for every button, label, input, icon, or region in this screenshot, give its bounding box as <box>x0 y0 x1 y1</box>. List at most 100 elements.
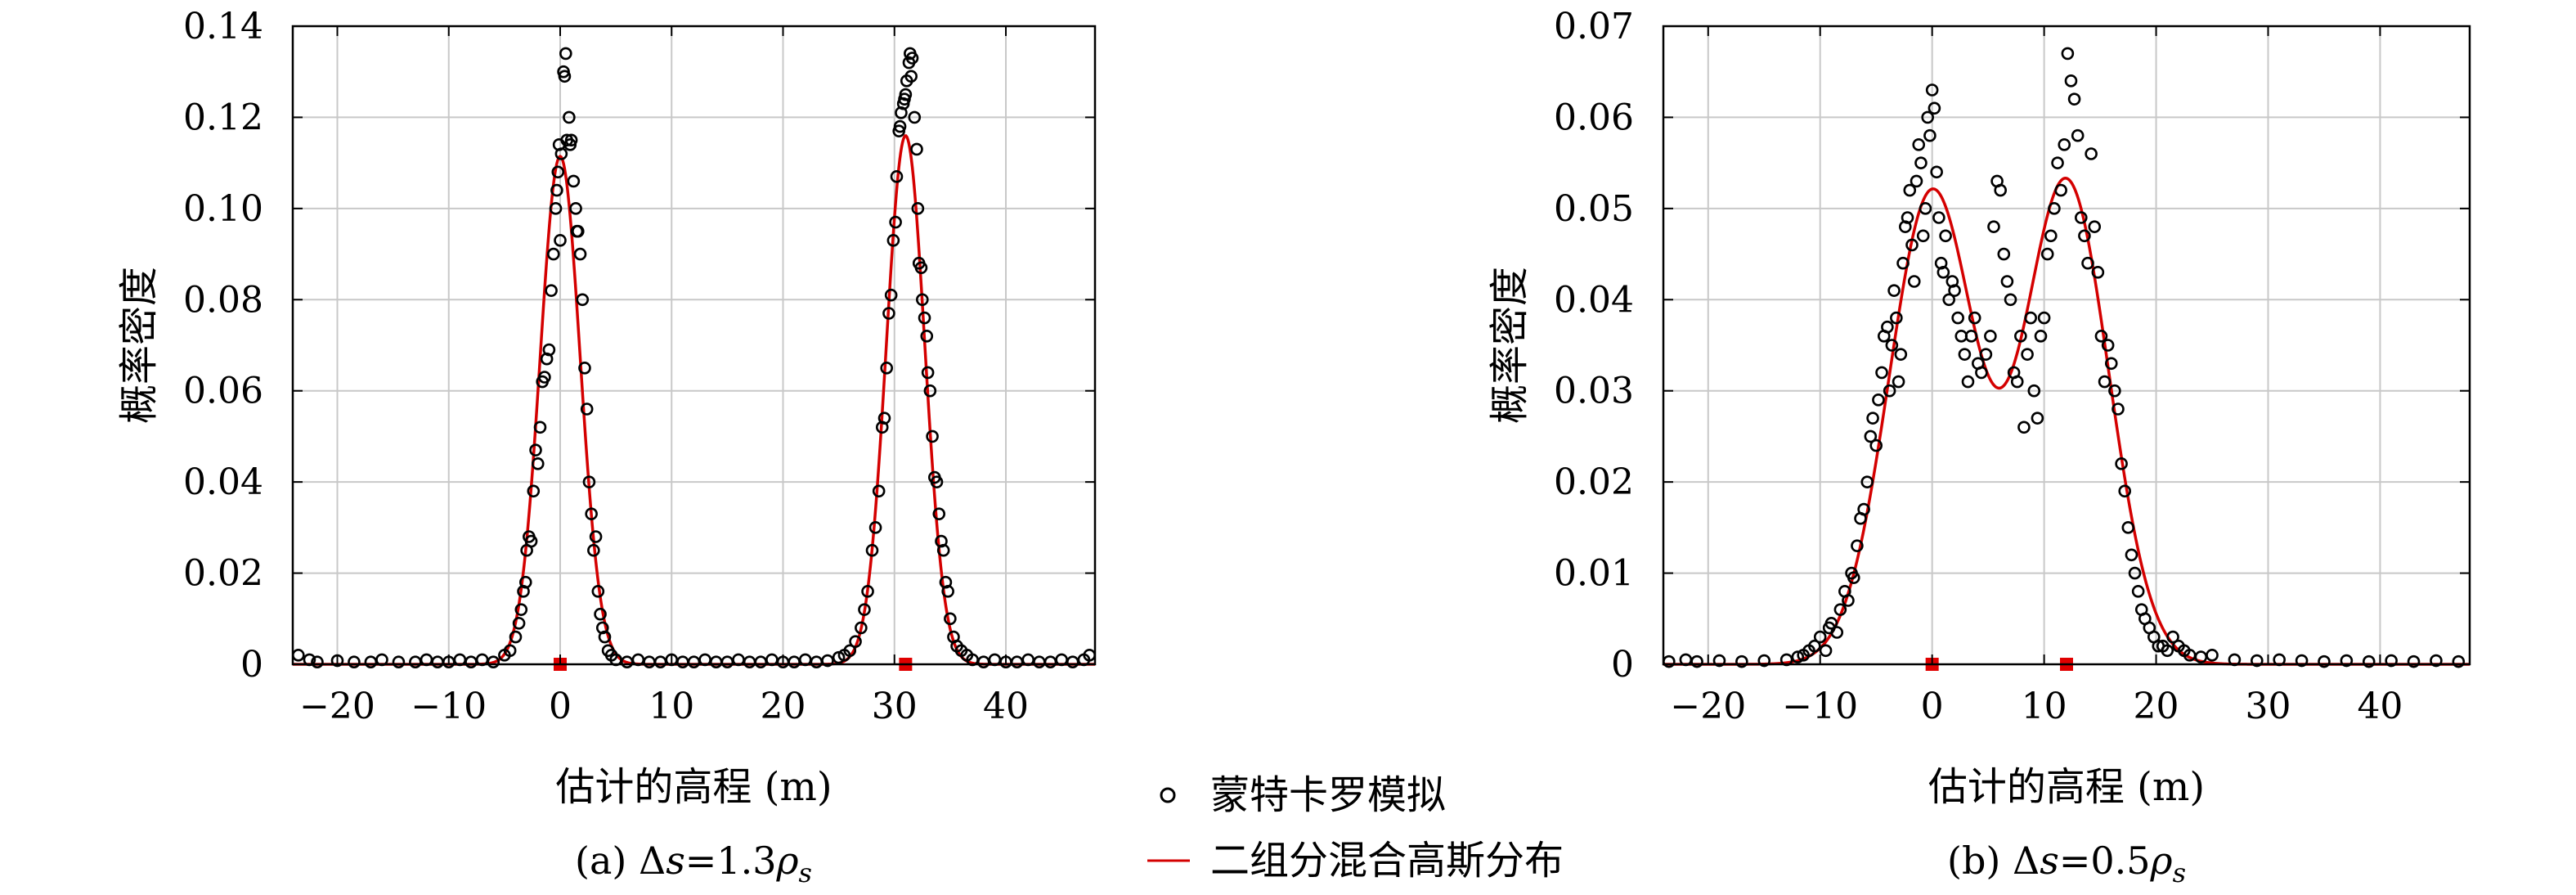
scatter-point <box>1925 83 1939 97</box>
scatter-point <box>563 110 576 124</box>
x-tick-label: 40 <box>983 686 1029 727</box>
scatter-point <box>487 655 500 669</box>
scatter-point <box>431 655 444 669</box>
y-tick-label: 0.12 <box>183 97 263 138</box>
scatter-point <box>1921 110 1934 124</box>
scatter-point <box>908 110 922 124</box>
scatter-point <box>503 644 517 658</box>
scatter-point <box>936 543 950 557</box>
scatter-point <box>1735 654 1748 668</box>
fit-curve-line <box>1663 177 2470 666</box>
scatter-point <box>1881 320 1894 334</box>
scatter-point <box>1936 266 1950 279</box>
scatter-point <box>1791 650 1805 663</box>
y-tick-label: 0 <box>240 644 263 686</box>
scatter-point <box>567 174 581 188</box>
scatter-point <box>2206 649 2219 662</box>
scatter-point <box>518 575 532 589</box>
scatter-point <box>559 47 572 61</box>
scatter-point <box>1712 654 1726 668</box>
scatter-point <box>2064 74 2078 88</box>
scatter-point <box>594 607 607 621</box>
scatter-point <box>524 534 538 548</box>
scatter-point <box>512 617 526 630</box>
fit-curve-a <box>293 134 1095 666</box>
scatter-point <box>2362 654 2376 668</box>
scatter-point <box>2091 266 2105 279</box>
scatter-point <box>2014 330 2027 343</box>
scatter-point <box>2027 384 2041 398</box>
scatter-point <box>1851 539 1864 552</box>
scatter-point <box>542 343 556 357</box>
legend: 蒙特卡罗模拟 二组分混合高斯分布 <box>1147 772 1564 884</box>
scatter-point <box>914 261 928 275</box>
scatter-point <box>1987 220 2000 233</box>
scatter-point <box>549 202 563 215</box>
scatter-point <box>904 70 918 83</box>
scatter-point <box>1860 475 1874 488</box>
scatter-point <box>558 70 572 83</box>
scatter-point <box>1043 655 1057 669</box>
scatter-point <box>1066 655 1079 669</box>
scatter-point <box>364 655 378 669</box>
scatter-point <box>585 507 598 520</box>
scatter-point <box>554 147 568 160</box>
scatter-point <box>2024 311 2037 325</box>
x-tick-label: 40 <box>2357 686 2403 727</box>
y-tick-label: 0.02 <box>1554 461 1634 503</box>
scatter-point <box>1847 571 1860 584</box>
scatter-point <box>538 371 551 384</box>
scatter-points-a <box>292 47 1096 669</box>
y-tick-label: 0.04 <box>183 461 263 503</box>
legend-scatter-marker <box>1160 787 1176 803</box>
x-axis-label-b: 估计的高程 (m) <box>1928 764 2205 810</box>
scatter-point <box>1964 330 1978 343</box>
scatter-point <box>1961 375 1975 389</box>
y-tick-label: 0.06 <box>183 371 263 412</box>
scatter-point <box>2058 138 2071 151</box>
scatter-point <box>1916 229 1930 243</box>
x-axis-label-a: 估计的高程 (m) <box>555 764 832 810</box>
scatter-point <box>1892 375 1905 389</box>
scatter-point <box>2128 566 2142 580</box>
caption-a-prefix: (a) Δ <box>575 839 666 883</box>
grid-a <box>293 25 1095 665</box>
scatter-point <box>1857 502 1870 516</box>
scatter-point <box>509 630 523 644</box>
scatter-point <box>2104 357 2118 371</box>
legend-scatter-label: 蒙特卡罗模拟 <box>1210 772 1446 818</box>
scatter-point <box>788 655 801 669</box>
scatter-point <box>1997 247 2011 261</box>
scatter-point <box>1872 394 1885 407</box>
scatter-point <box>2166 630 2179 644</box>
caption-a: (a) Δs=1.3ρs <box>575 839 812 888</box>
scatter-point <box>921 366 935 380</box>
scatter-point <box>2115 457 2128 470</box>
scatter-point <box>576 293 590 307</box>
scatter-point <box>1757 654 1771 668</box>
scatter-point <box>2017 421 2031 434</box>
x-tick-label: −10 <box>1782 686 1858 727</box>
scatter-point <box>944 612 957 626</box>
scatter-point <box>1869 439 1883 452</box>
scatter-point <box>551 165 565 179</box>
scatter-point <box>884 288 898 302</box>
y-tick-label: 0 <box>1611 644 1634 686</box>
scatter-point <box>1958 348 1972 361</box>
scatter-point <box>1905 238 1919 252</box>
scatter-point <box>2081 256 2094 270</box>
scatter-point <box>598 630 612 644</box>
scatter-point <box>2121 521 2135 534</box>
scatter-point <box>1890 311 1903 325</box>
scatter-point <box>1903 183 1917 197</box>
scatter-point <box>1866 412 1879 425</box>
scatter-point <box>292 649 305 662</box>
scatter-point <box>2088 220 2102 233</box>
scatter-point <box>1813 630 1827 644</box>
x-tick-label: −20 <box>299 686 375 727</box>
scatter-point <box>464 655 478 669</box>
y-tick-label: 0.03 <box>1554 371 1634 412</box>
scatter-point <box>573 247 587 261</box>
scatter-point <box>2131 585 2145 598</box>
scatter-point <box>533 421 547 434</box>
